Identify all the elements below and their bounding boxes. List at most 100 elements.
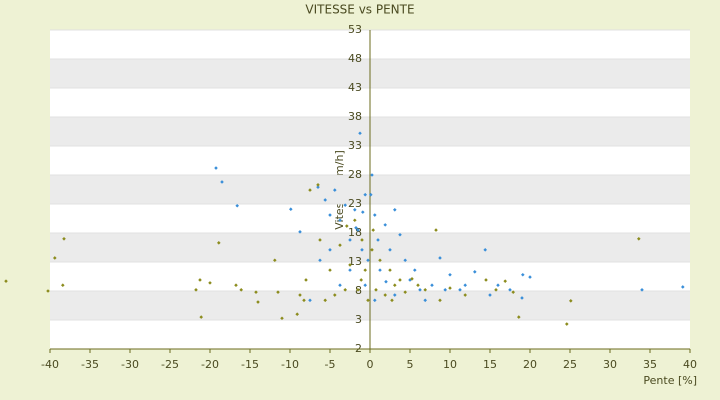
point bbox=[398, 278, 402, 282]
point bbox=[384, 279, 388, 284]
point bbox=[360, 248, 364, 252]
point bbox=[565, 322, 569, 326]
x-tick-label: 20 bbox=[523, 358, 537, 371]
y-tick-label: 53 bbox=[348, 23, 362, 36]
point bbox=[194, 288, 198, 292]
y-tick-label: 48 bbox=[348, 52, 362, 65]
point bbox=[363, 268, 367, 272]
point bbox=[276, 290, 280, 294]
point bbox=[376, 238, 380, 242]
point bbox=[62, 237, 66, 241]
point bbox=[348, 263, 352, 267]
point bbox=[511, 290, 515, 294]
point bbox=[295, 312, 299, 316]
point bbox=[483, 248, 487, 252]
point bbox=[289, 207, 293, 212]
point bbox=[416, 283, 420, 287]
point bbox=[378, 268, 382, 272]
point bbox=[370, 173, 374, 177]
point bbox=[681, 285, 685, 289]
point bbox=[520, 296, 524, 300]
x-tick-label: -5 bbox=[325, 358, 336, 371]
point bbox=[323, 298, 327, 303]
y-tick-label: 23 bbox=[348, 197, 362, 210]
point bbox=[316, 185, 320, 189]
x-tick-label: -30 bbox=[121, 358, 139, 371]
point bbox=[356, 228, 360, 232]
point bbox=[359, 278, 363, 282]
point bbox=[517, 315, 521, 319]
point bbox=[418, 288, 422, 292]
point bbox=[280, 316, 284, 321]
point bbox=[484, 278, 488, 282]
point bbox=[353, 208, 357, 212]
x-tick-label: -15 bbox=[241, 358, 259, 371]
point bbox=[388, 248, 392, 252]
point bbox=[390, 298, 394, 303]
x-tick-label: -35 bbox=[81, 358, 99, 371]
point bbox=[438, 256, 442, 260]
point bbox=[333, 188, 337, 192]
point bbox=[423, 288, 427, 292]
point bbox=[338, 218, 342, 223]
point bbox=[328, 268, 332, 272]
point bbox=[403, 258, 407, 263]
y-tick-label: 33 bbox=[348, 139, 362, 152]
point bbox=[371, 228, 375, 232]
point bbox=[354, 225, 358, 230]
point bbox=[61, 283, 65, 287]
point bbox=[393, 293, 397, 297]
point bbox=[374, 288, 378, 292]
point bbox=[410, 277, 414, 281]
point bbox=[234, 283, 238, 287]
point bbox=[458, 288, 462, 292]
point bbox=[448, 286, 452, 290]
point bbox=[423, 298, 427, 303]
point bbox=[363, 192, 367, 197]
point bbox=[403, 290, 407, 294]
point bbox=[508, 288, 512, 292]
point bbox=[318, 238, 322, 242]
x-tick-label: -25 bbox=[161, 358, 179, 371]
point bbox=[443, 288, 447, 292]
point bbox=[463, 283, 467, 287]
point bbox=[353, 218, 357, 223]
point bbox=[361, 210, 365, 214]
point bbox=[363, 283, 367, 287]
point bbox=[569, 299, 573, 303]
x-tick-label: 10 bbox=[443, 358, 457, 371]
point bbox=[304, 278, 308, 282]
point bbox=[473, 270, 477, 274]
point bbox=[254, 290, 258, 294]
point bbox=[430, 283, 434, 287]
x-tick-label: 25 bbox=[563, 358, 577, 371]
x-tick-label: 15 bbox=[483, 358, 497, 371]
point bbox=[388, 268, 392, 272]
point bbox=[323, 198, 327, 202]
point bbox=[239, 288, 243, 292]
point bbox=[496, 283, 500, 287]
point bbox=[503, 279, 507, 283]
x-tick-label: -20 bbox=[201, 358, 219, 371]
point bbox=[348, 268, 352, 272]
point bbox=[348, 238, 352, 242]
point bbox=[217, 241, 221, 245]
point bbox=[398, 232, 402, 237]
point bbox=[413, 268, 417, 272]
point bbox=[53, 256, 57, 260]
y-tick-label: 38 bbox=[348, 110, 362, 123]
point bbox=[338, 243, 342, 247]
point bbox=[383, 293, 387, 297]
x-tick-label: 35 bbox=[643, 358, 657, 371]
point bbox=[214, 166, 218, 170]
point bbox=[360, 238, 364, 242]
point bbox=[208, 281, 212, 285]
point bbox=[199, 315, 203, 319]
x-axis-title: Pente [%] bbox=[643, 374, 697, 387]
point bbox=[316, 183, 320, 187]
point bbox=[338, 283, 342, 287]
point bbox=[46, 289, 50, 293]
point bbox=[308, 188, 312, 192]
point bbox=[369, 192, 373, 197]
point bbox=[358, 131, 362, 136]
